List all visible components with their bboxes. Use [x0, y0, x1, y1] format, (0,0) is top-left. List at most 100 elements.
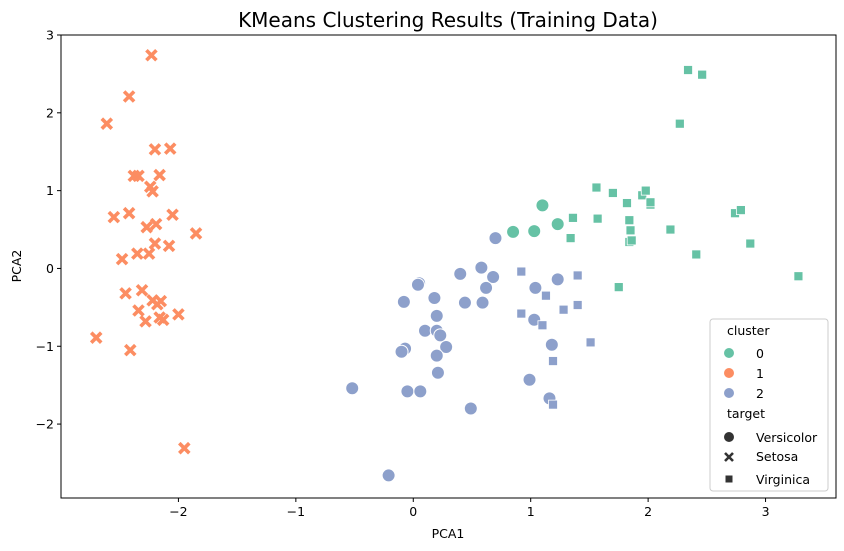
y-tick-label: 1 [46, 183, 54, 198]
point-cluster-2-virginica [516, 308, 527, 319]
point-cluster-2-versicolor [457, 295, 472, 310]
point-cluster-2-versicolor [429, 348, 444, 363]
x-tick-label: 2 [644, 504, 652, 519]
y-tick-label: −2 [36, 417, 54, 432]
point-cluster-2-virginica [558, 304, 569, 315]
point-cluster-1-setosa [148, 143, 162, 156]
point-cluster-1-setosa [122, 206, 136, 220]
axis-ticks: −2 −1 0 1 2 3 −2 −1 0 1 2 3 [36, 28, 770, 520]
point-cluster-0-virginica [565, 233, 576, 243]
point-cluster-1-setosa [142, 247, 156, 260]
point-cluster-2-virginica [537, 320, 548, 331]
point-cluster-2-versicolor [439, 340, 454, 355]
point-cluster-1-setosa [162, 239, 176, 253]
point-cluster-1-setosa [178, 441, 191, 455]
point-cluster-2-virginica [548, 399, 558, 410]
x-tick-label: 1 [527, 504, 535, 519]
point-cluster-2-versicolor [430, 365, 445, 380]
y-tick-label: −1 [36, 339, 54, 354]
point-cluster-2-versicolor [400, 384, 415, 399]
point-cluster-2-versicolor [381, 468, 396, 483]
legend-setosa-marker [724, 452, 734, 462]
point-cluster-1-setosa [153, 311, 166, 324]
legend-hue-title: cluster [727, 323, 770, 338]
point-cluster-2-versicolor [550, 272, 565, 287]
legend-setosa-label: Setosa [756, 449, 798, 464]
x-axis-label: PCA1 [432, 526, 465, 541]
point-cluster-0-versicolor [535, 198, 550, 213]
point-cluster-2-virginica [516, 266, 527, 277]
point-cluster-2-versicolor [475, 295, 490, 310]
point-cluster-1-setosa [107, 210, 121, 224]
point-cluster-0-virginica [645, 197, 656, 208]
point-cluster-2-versicolor [345, 381, 360, 396]
legend-cluster-1-label: 1 [756, 366, 764, 381]
point-cluster-2-versicolor [427, 291, 442, 306]
point-cluster-0-virginica [626, 235, 637, 246]
y-tick-label: 0 [46, 261, 54, 276]
point-cluster-0-virginica [793, 271, 804, 282]
point-cluster-1-setosa [89, 331, 103, 344]
point-cluster-1-setosa [145, 48, 158, 62]
legend-virginica-label: Virginica [756, 472, 810, 487]
legend-versicolor-marker [724, 432, 734, 442]
point-cluster-2-versicolor [474, 260, 489, 275]
point-cluster-2-versicolor [488, 231, 503, 246]
x-tick-label: −2 [169, 504, 187, 519]
point-cluster-2-versicolor [418, 323, 433, 338]
point-cluster-0-versicolor [550, 217, 565, 232]
x-tick-label: −1 [287, 504, 305, 519]
point-cluster-0-virginica [591, 182, 602, 193]
point-cluster-0-virginica [607, 188, 618, 198]
x-tick-label: 0 [409, 504, 417, 519]
y-tick-label: 3 [46, 28, 54, 43]
point-cluster-1-setosa [131, 247, 144, 260]
point-cluster-1-setosa [135, 283, 149, 297]
legend: cluster 0 1 2 target Versicolor Setosa V… [709, 318, 829, 492]
point-cluster-0-virginica [592, 213, 603, 224]
point-cluster-1-setosa [119, 287, 132, 300]
point-cluster-2-versicolor [527, 312, 542, 327]
legend-cluster-0-label: 0 [756, 346, 764, 361]
y-tick-label: 2 [46, 105, 54, 120]
point-cluster-2-versicolor [413, 384, 428, 399]
point-cluster-1-setosa [146, 185, 159, 198]
data-points [89, 48, 804, 483]
point-cluster-2-virginica [572, 300, 583, 310]
y-axis-label: PCA2 [9, 250, 24, 283]
point-cluster-0-virginica [665, 224, 676, 235]
legend-versicolor-label: Versicolor [756, 430, 818, 445]
point-cluster-2-versicolor [433, 328, 448, 343]
point-cluster-0-virginica [622, 198, 632, 208]
legend-cluster-0-marker [724, 348, 734, 358]
point-cluster-2-versicolor [396, 294, 411, 309]
point-cluster-1-setosa [139, 315, 152, 328]
point-cluster-1-setosa [132, 304, 145, 317]
legend-cluster-2-marker [724, 388, 734, 398]
point-cluster-1-setosa [140, 220, 153, 234]
point-cluster-2-virginica [585, 337, 596, 348]
point-cluster-0-versicolor [506, 224, 521, 239]
point-cluster-0-virginica [745, 238, 756, 249]
point-cluster-2-virginica [548, 356, 558, 366]
point-cluster-1-setosa [172, 308, 185, 321]
point-cluster-2-versicolor [463, 401, 478, 416]
point-cluster-0-virginica [625, 225, 636, 236]
point-cluster-1-setosa [153, 168, 166, 182]
point-cluster-0-versicolor [527, 224, 542, 239]
point-cluster-0-virginica [640, 185, 651, 196]
point-cluster-2-versicolor [522, 372, 537, 387]
legend-cluster-1-marker [724, 368, 734, 378]
point-cluster-1-setosa [148, 237, 162, 250]
point-cluster-1-setosa [151, 297, 164, 311]
point-cluster-2-versicolor [394, 344, 409, 359]
point-cluster-2-virginica [572, 270, 583, 281]
point-cluster-1-setosa [122, 90, 136, 103]
point-cluster-2-versicolor [429, 308, 444, 323]
point-cluster-2-versicolor [486, 270, 501, 285]
point-cluster-1-setosa [100, 117, 114, 130]
point-cluster-1-setosa [115, 252, 129, 266]
chart-title: KMeans Clustering Results (Training Data… [238, 8, 658, 32]
